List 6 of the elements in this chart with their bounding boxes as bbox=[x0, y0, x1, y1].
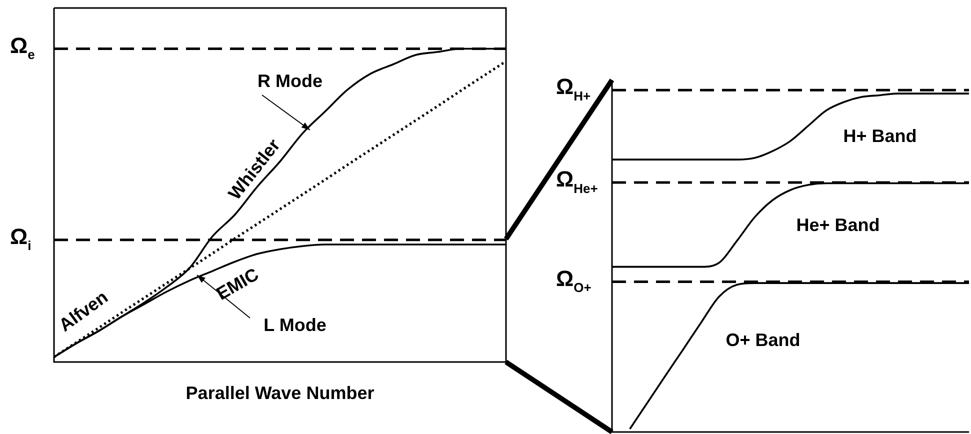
series-label: H+ Band bbox=[843, 126, 917, 146]
annotation: R Mode bbox=[258, 70, 322, 91]
series-label: O+ Band bbox=[726, 330, 800, 350]
x-axis-title: Parallel Wave Number bbox=[186, 382, 374, 403]
series-label: He+ Band bbox=[796, 214, 880, 235]
annotation: L Mode bbox=[264, 314, 326, 335]
